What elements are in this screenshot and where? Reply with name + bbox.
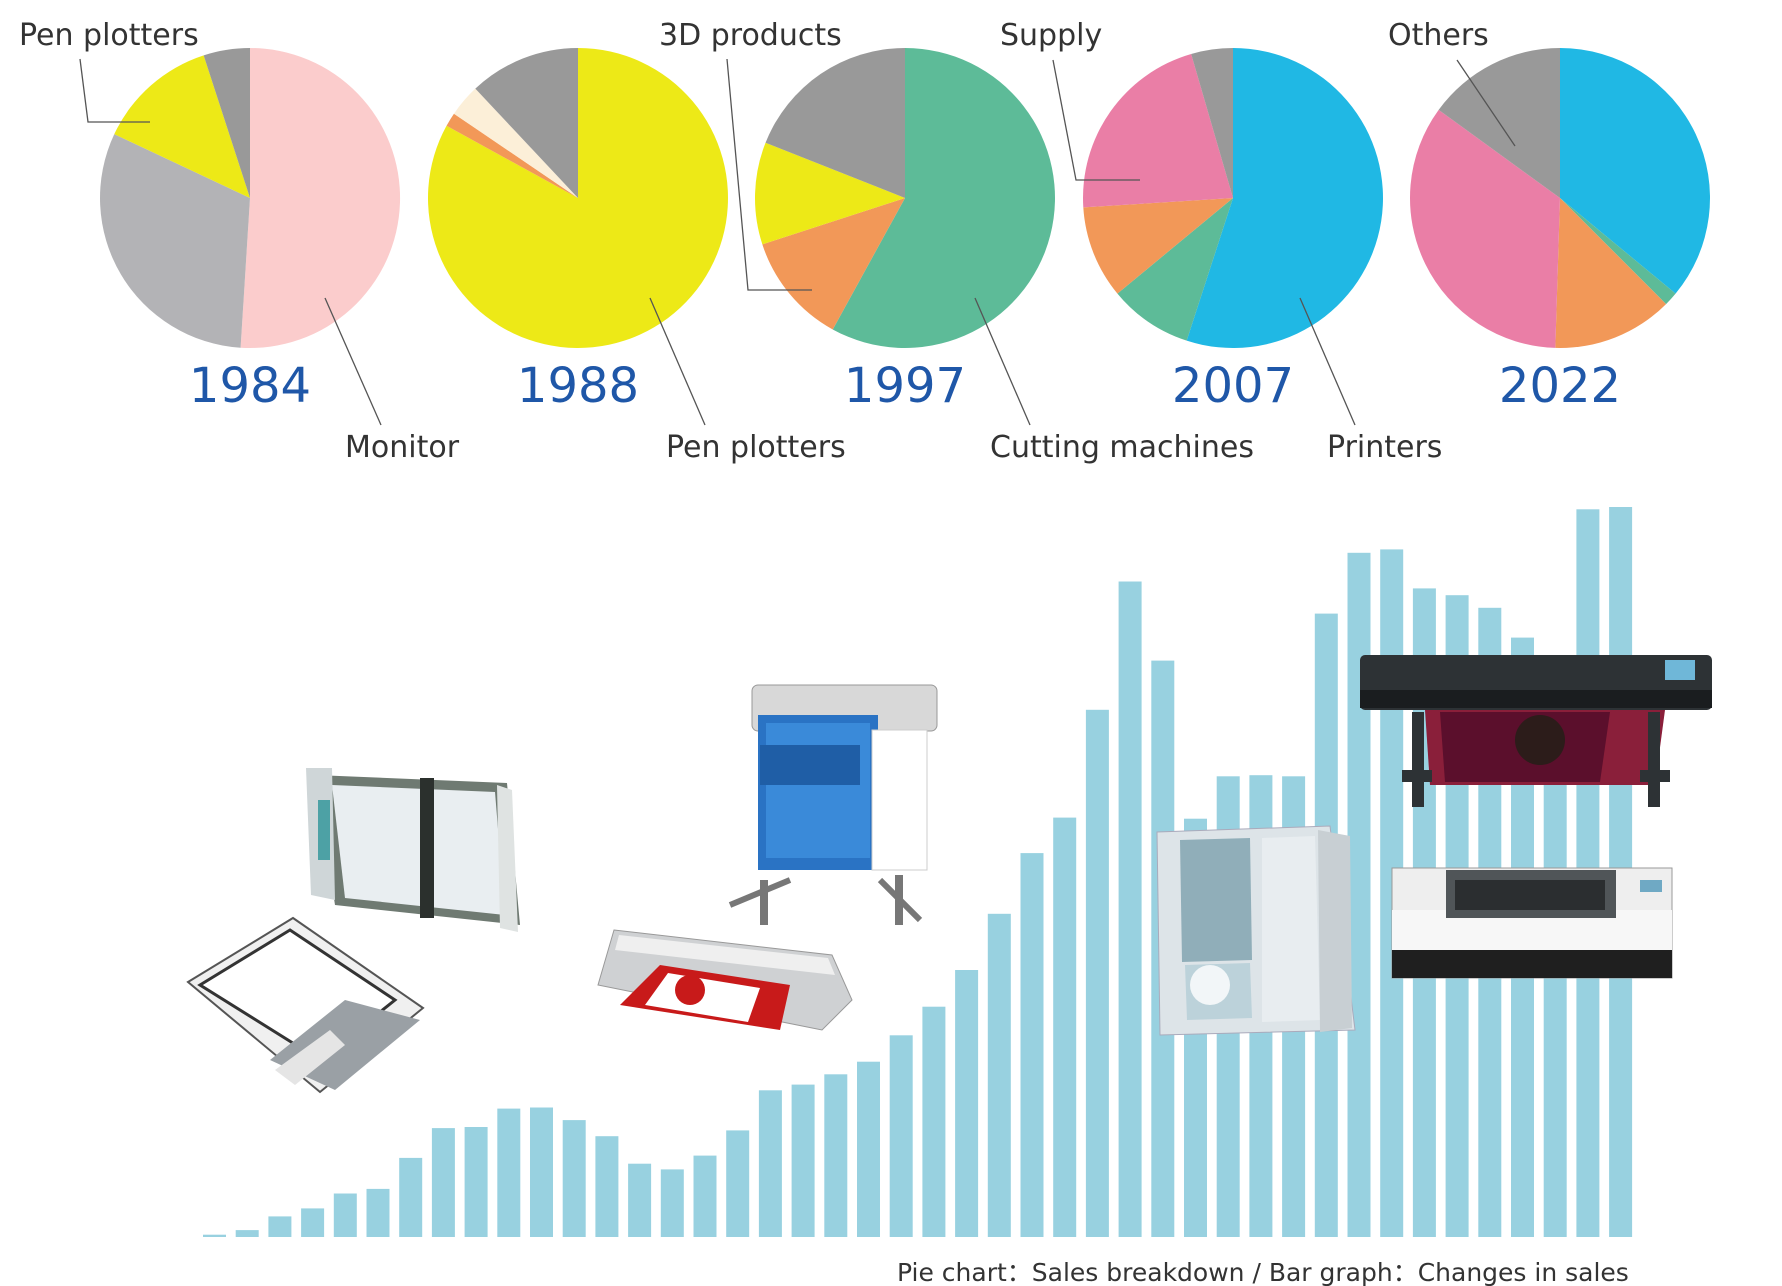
pie-2007-slice-4: [1191, 48, 1233, 198]
label-3d-products: 3D products: [659, 18, 842, 53]
pie-2007-slice-1: [1117, 198, 1233, 341]
vinyl-cutter-stand-image: [728, 684, 938, 925]
sales-bar-8: [464, 1127, 488, 1237]
pie-2022-slice-0: [1560, 48, 1710, 294]
sales-bar-27: [1085, 709, 1109, 1237]
leader-pen-plotters-top: [79, 58, 150, 123]
leader-cutting-machines: [974, 297, 1031, 426]
pie-1988-slice-0: [427, 48, 728, 348]
label-supply: Supply: [1000, 18, 1102, 53]
pie-1984-slice-3: [203, 48, 250, 198]
wide-format-printer-image: [1360, 655, 1712, 807]
label-monitor: Monitor: [345, 430, 460, 465]
sales-bar-13: [628, 1163, 652, 1237]
pie-1984-slice-2: [114, 55, 250, 199]
pie-1997-slice-3: [765, 48, 905, 198]
pen-plotter-upright-image: [306, 768, 520, 932]
pie-2022-slice-3: [1409, 109, 1560, 348]
product-images: [186, 655, 1712, 1094]
sales-bar-26: [1053, 817, 1077, 1237]
pie-2022-year-label: 2022: [1499, 358, 1621, 414]
pie-2007-slice-2: [1083, 198, 1233, 294]
pie-annotations: Pen plotters 3D products Supply Others M…: [19, 18, 1516, 465]
label-printers: Printers: [1327, 430, 1442, 465]
sales-bar-5: [366, 1188, 390, 1237]
pie-2022-slice-2: [1555, 198, 1667, 349]
sales-bar-14: [660, 1169, 684, 1237]
sales-bar-24: [987, 913, 1011, 1237]
pie-1997-slice-1: [762, 198, 905, 330]
sales-bar-25: [1020, 853, 1044, 1237]
3d-milling-machine-image: [1156, 825, 1356, 1036]
pie-1984-year-label: 1984: [189, 358, 311, 414]
leader-3d-products: [726, 58, 812, 291]
pie-2022-slice-1: [1560, 198, 1676, 305]
sales-bar-28: [1118, 581, 1142, 1237]
pie-1997-year-label: 1997: [844, 358, 966, 414]
sales-bar-16: [726, 1130, 750, 1237]
sales-bar-18: [791, 1084, 815, 1237]
pen-plotter-flatbed-image: [186, 916, 425, 1094]
sales-bar-12: [595, 1136, 619, 1237]
sales-bar-17: [758, 1090, 782, 1237]
label-pen-plotters-bottom: Pen plotters: [666, 430, 846, 465]
uv-flatbed-printer-image: [1391, 867, 1673, 979]
sales-bar-22: [922, 1006, 946, 1237]
pie-1997-slice-0: [832, 48, 1055, 348]
sales-bar-7: [431, 1128, 455, 1237]
chart-caption: Pie chart：Sales breakdown / Bar graph：Ch…: [897, 1258, 1629, 1286]
pie-1988-slice-1: [446, 113, 578, 198]
leader-supply: [1052, 59, 1140, 181]
sales-bar-11: [562, 1120, 586, 1237]
sales-bar-0: [203, 1234, 226, 1237]
pie-1997-slice-2: [754, 142, 905, 245]
leader-printers: [1299, 297, 1356, 426]
label-cutting-machines: Cutting machines: [990, 430, 1254, 465]
sales-bar-21: [889, 1035, 913, 1237]
sales-bar-6: [399, 1157, 423, 1237]
label-pen-plotters-top: Pen plotters: [19, 18, 199, 53]
pie-2007-year-label: 2007: [1172, 358, 1294, 414]
sales-bar-2: [268, 1216, 292, 1237]
leader-pen-plotters-bottom: [649, 297, 706, 426]
pie-1984-slice-1: [100, 134, 250, 348]
sales-bar-10: [530, 1107, 553, 1237]
sales-bar-9: [497, 1108, 521, 1237]
sales-bar-3: [301, 1208, 325, 1237]
leader-monitor: [324, 297, 382, 426]
pie-2007-slice-0: [1186, 48, 1383, 348]
vinyl-cutter-desktop-image: [597, 929, 853, 1031]
pie-1988-year-label: 1988: [517, 358, 639, 414]
sales-bar-23: [955, 970, 979, 1237]
leader-others: [1456, 59, 1516, 147]
sales-bar-1: [235, 1230, 259, 1237]
pie-2007-slice-3: [1083, 53, 1233, 208]
sales-bar-15: [693, 1155, 717, 1237]
pie-1988-slice-3: [475, 48, 578, 198]
label-others: Others: [1388, 18, 1489, 53]
sales-bar-19: [824, 1074, 848, 1237]
pie-1988-slice-2: [453, 88, 578, 198]
sales-bar-35: [1347, 552, 1371, 1237]
pie-charts: 1984 1988 1997 2007 2022: [100, 47, 1710, 414]
pie-1984-slice-0: [240, 47, 401, 348]
sales-bar-20: [857, 1061, 880, 1237]
sales-bar-4: [333, 1193, 357, 1237]
